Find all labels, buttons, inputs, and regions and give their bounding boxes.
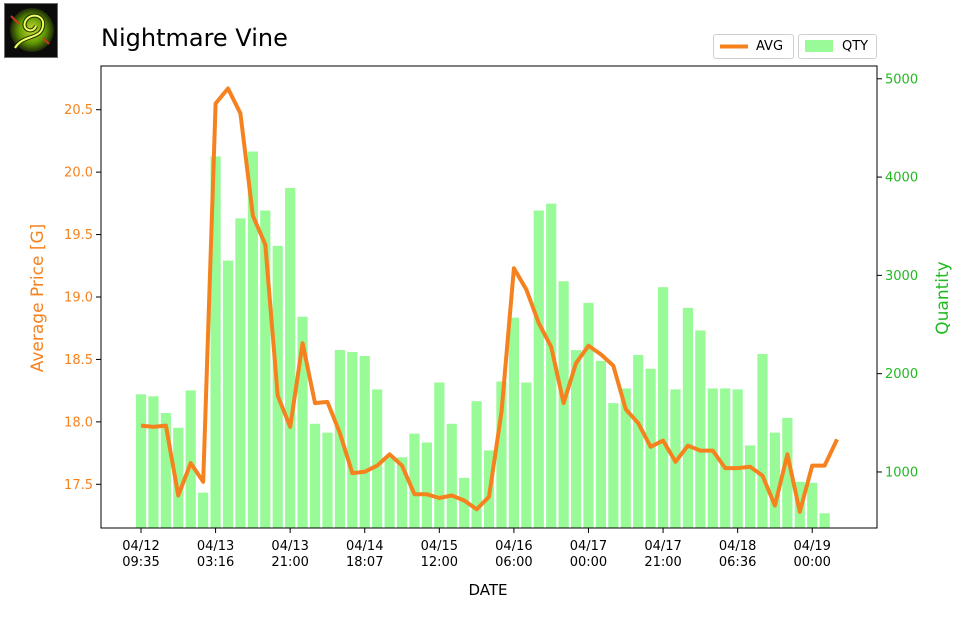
y-tick-label-right: 1000	[885, 465, 918, 480]
qty-bar	[707, 388, 718, 528]
qty-bar	[546, 203, 557, 529]
y-tick-label-left: 20.5	[64, 103, 93, 118]
y-tick-label-left: 20.0	[64, 166, 93, 181]
x-tick-label-time: 06:36	[719, 555, 756, 570]
qty-bar	[421, 442, 432, 528]
legend-qty-swatch	[805, 40, 833, 52]
y-tick-label-left: 19.0	[64, 291, 93, 306]
x-tick-label-time: 18:07	[346, 555, 383, 570]
qty-bar	[396, 457, 408, 528]
qty-bar	[620, 388, 631, 528]
qty-bar	[434, 382, 445, 528]
x-tick-label-date: 04/14	[346, 539, 383, 554]
qty-bar	[260, 210, 271, 529]
x-tick-label-date: 04/15	[421, 539, 458, 554]
y-ticks-left: 17.5 18.0 18.5 19.0 19.5 20.0 20.5	[64, 103, 101, 493]
qty-bar	[347, 352, 358, 528]
x-tick-label-date: 04/13	[271, 539, 308, 554]
qty-bar	[471, 401, 482, 528]
qty-bar	[595, 360, 607, 528]
qty-bar	[695, 330, 706, 528]
qty-bar	[198, 492, 209, 528]
qty-bar	[757, 354, 768, 528]
legend-qty: QTY	[798, 34, 877, 59]
avg-series-line	[140, 86, 839, 514]
qty-bar	[744, 445, 756, 528]
qty-bar	[657, 287, 669, 528]
qty-bar	[322, 432, 333, 528]
qty-bar	[819, 513, 830, 528]
qty-bar	[732, 389, 743, 528]
x-tick-label-time: 06:00	[495, 555, 532, 570]
qty-bar	[533, 210, 544, 529]
qty-bar	[521, 382, 532, 528]
qty-bars	[135, 151, 830, 529]
x-tick-label-date: 04/13	[197, 539, 234, 554]
qty-bar	[309, 423, 321, 528]
qty-bar	[608, 403, 619, 528]
qty-bar	[372, 389, 383, 528]
qty-bar	[807, 482, 818, 528]
qty-bar	[185, 390, 196, 528]
qty-bar	[769, 432, 781, 528]
legend-avg-label: AVG	[756, 39, 784, 54]
qty-bar	[384, 457, 395, 528]
qty-bar	[446, 423, 457, 528]
qty-bar	[160, 412, 171, 528]
x-tick-label-date: 04/17	[644, 539, 681, 554]
x-tick-label-time: 00:00	[793, 555, 830, 570]
y-tick-label-left: 18.0	[64, 415, 93, 430]
y-tick-label-right: 5000	[885, 72, 918, 87]
qty-bar	[359, 355, 370, 528]
qty-bar	[210, 156, 221, 529]
qty-bar	[173, 427, 184, 528]
x-tick-label-date: 04/12	[122, 539, 159, 554]
legend-avg: AVG	[713, 34, 794, 59]
y-ticks-right: 1000 2000 3000 4000 5000	[877, 72, 918, 480]
x-tick-label-time: 21:00	[644, 555, 681, 570]
y-tick-label-right: 4000	[885, 171, 918, 186]
qty-bar	[782, 417, 793, 528]
qty-bar	[633, 354, 644, 528]
legend-qty-label: QTY	[842, 39, 869, 54]
vine-item-icon	[4, 3, 58, 58]
qty-bar	[409, 433, 420, 528]
qty-bar	[135, 394, 147, 528]
y-axis-label-left: Average Price [G]	[28, 224, 48, 373]
qty-bar	[682, 307, 694, 528]
qty-bar	[496, 381, 507, 528]
x-tick-label-time: 12:00	[421, 555, 458, 570]
legend-avg-swatch	[720, 44, 748, 49]
x-tick-label-time: 09:35	[122, 555, 159, 570]
qty-bar	[297, 316, 308, 528]
qty-bar	[508, 317, 519, 528]
qty-bar	[570, 350, 582, 528]
qty-bar	[148, 396, 159, 528]
x-tick-label-date: 04/19	[793, 539, 830, 554]
x-tick-label-time: 21:00	[271, 555, 308, 570]
x-tick-label-time: 00:00	[570, 555, 607, 570]
qty-bar	[720, 388, 731, 528]
x-tick-label-time: 03:16	[197, 555, 234, 570]
x-tick-label-date: 04/18	[719, 539, 756, 554]
x-tick-label-date: 04/17	[570, 539, 607, 554]
chart-title: Nightmare Vine	[101, 24, 288, 52]
x-ticks: 04/1209:3504/1303:1604/1321:0004/1418:07…	[122, 528, 831, 570]
qty-bar	[583, 302, 594, 528]
avg-line	[140, 86, 839, 514]
qty-bar	[285, 187, 296, 529]
y-tick-label-left: 17.5	[64, 478, 93, 493]
x-tick-label-date: 04/16	[495, 539, 532, 554]
y-tick-label-right: 3000	[885, 269, 918, 284]
vine-item-icon-graphic	[5, 4, 57, 57]
x-axis-label: DATE	[468, 581, 507, 599]
y-tick-label-left: 18.5	[64, 353, 93, 368]
y-axis-label-right: Quantity	[933, 261, 953, 334]
y-tick-label-left: 19.5	[64, 228, 93, 243]
qty-bar	[247, 151, 258, 528]
y-tick-label-right: 2000	[885, 367, 918, 382]
qty-bar	[235, 218, 246, 529]
qty-bar	[222, 260, 234, 528]
